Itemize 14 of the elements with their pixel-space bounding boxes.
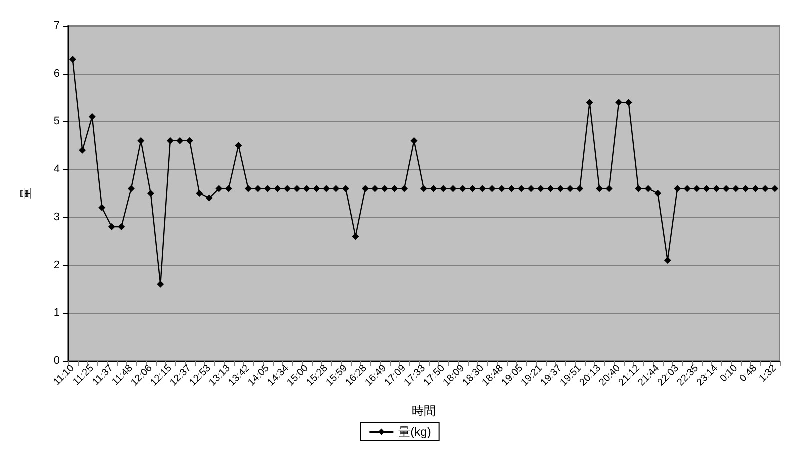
x-tick-label: 0:48 — [738, 362, 760, 385]
y-tick-label: 6 — [54, 68, 60, 80]
y-tick-label: 7 — [54, 20, 60, 32]
x-axis-title: 時間 — [412, 404, 436, 418]
y-tick-label: 4 — [54, 164, 60, 176]
y-tick-label: 3 — [54, 211, 60, 224]
y-tick-label: 5 — [54, 116, 60, 128]
y-tick-label: 2 — [54, 259, 60, 272]
y-tick-label: 1 — [54, 307, 60, 320]
x-tick-label: 0:10 — [718, 362, 740, 385]
legend-label: 量(kg) — [398, 425, 432, 439]
y-axis-title: 量 — [19, 188, 33, 200]
y-tick-label: 0 — [54, 355, 60, 367]
x-tick-label: 1:32 — [757, 362, 780, 385]
